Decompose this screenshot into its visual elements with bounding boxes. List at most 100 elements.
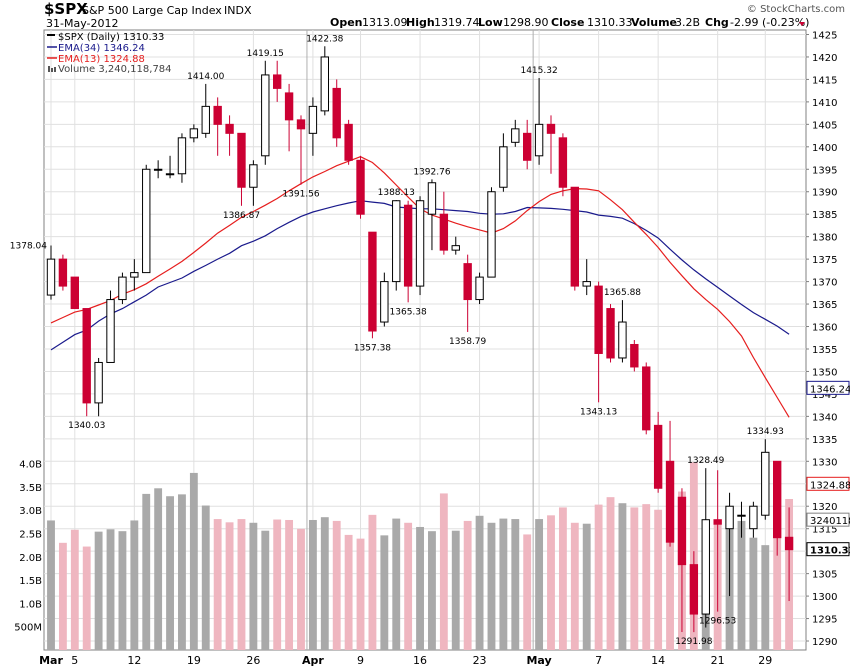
volume-bar xyxy=(273,519,282,650)
candle-body xyxy=(665,460,675,543)
x-tick-label: 14 xyxy=(651,654,665,667)
price-annotation: 1296.53 xyxy=(699,617,736,627)
candle-body xyxy=(94,361,103,404)
volume-bar xyxy=(213,519,222,650)
candle-body xyxy=(356,159,365,215)
volume-tick-label: 1.0B xyxy=(19,599,42,610)
candle-body xyxy=(380,281,389,323)
candle xyxy=(225,115,234,156)
candle-body xyxy=(308,105,318,134)
price-annotation: 1357.38 xyxy=(354,343,391,353)
candle xyxy=(630,340,639,372)
right-tag-volume: 3240118 xyxy=(806,512,850,527)
volume-bar xyxy=(70,529,79,650)
y-tick-label: 1380 xyxy=(812,233,837,244)
candle xyxy=(320,46,330,116)
price-annotation: 1415.32 xyxy=(520,66,557,76)
candle xyxy=(523,119,532,170)
price-annotation: 1422.38 xyxy=(306,34,343,44)
candle-body xyxy=(130,272,139,278)
volume-bar xyxy=(523,534,532,650)
candle-body xyxy=(689,564,699,615)
candle-body xyxy=(737,514,746,517)
x-tick-label: 16 xyxy=(413,654,427,667)
candle-body xyxy=(749,505,758,530)
legend-ema34: EMA(34) 1346.24 xyxy=(58,43,145,54)
volume-bar xyxy=(737,520,746,650)
candle-body xyxy=(558,137,568,188)
volume-bar xyxy=(630,507,639,650)
volume-bar xyxy=(761,545,770,650)
price-annotation: 1391.56 xyxy=(282,190,319,200)
candle-body xyxy=(653,424,663,489)
open-value: 1313.09 xyxy=(362,16,408,29)
legend-price-icon xyxy=(47,34,55,36)
volume-tick-label: 1.5B xyxy=(19,576,42,587)
candle-body xyxy=(713,519,722,525)
right-tag-box xyxy=(806,512,850,527)
volume-bar xyxy=(428,531,436,650)
candle xyxy=(213,97,222,156)
close-label: Close xyxy=(551,16,584,29)
annotations: 1378.04 1340.03 1414.00 1386.87 1419.15 1391.… xyxy=(10,34,784,647)
legend-volume-icon xyxy=(48,66,50,72)
y-tick-label: 1305 xyxy=(812,570,837,581)
close-value: 1310.33 xyxy=(587,16,633,29)
y-tick-label: 1370 xyxy=(812,278,837,289)
low-value: 1298.90 xyxy=(503,16,549,29)
volume-bar xyxy=(606,497,615,650)
volume-bar xyxy=(154,488,163,650)
candle xyxy=(82,308,91,417)
y-tick-label: 1295 xyxy=(812,615,837,626)
price-annotation: 1365.88 xyxy=(604,288,641,298)
candle xyxy=(701,468,710,628)
y-tick-label: 1340 xyxy=(812,412,837,423)
right-tags: 1346.24 1324.88 3240118 1310.33 xyxy=(806,380,850,557)
candle-body xyxy=(332,87,341,139)
candle xyxy=(439,191,449,255)
candle xyxy=(606,304,615,363)
candle xyxy=(153,160,163,179)
candle-body xyxy=(582,281,591,287)
right-tag-ema34: 1346.24 xyxy=(806,380,850,395)
volume-bar xyxy=(47,520,55,650)
volume-bar xyxy=(297,528,305,650)
open-label: Open xyxy=(330,16,363,29)
candle xyxy=(177,133,187,183)
candle-body xyxy=(594,285,603,354)
y-tick-label: 1415 xyxy=(812,75,837,86)
y-tick-label: 1410 xyxy=(812,98,837,109)
x-tick-label: 5 xyxy=(71,654,78,667)
volume-bar xyxy=(142,493,151,650)
candle xyxy=(380,272,389,327)
candle xyxy=(784,507,794,602)
candle xyxy=(534,77,544,165)
price-annotation: 1419.15 xyxy=(247,49,284,59)
candle xyxy=(427,179,437,251)
volume-bar xyxy=(618,503,627,650)
watermark: © StockCharts.com xyxy=(747,4,845,15)
y-tick-label: 1335 xyxy=(812,435,837,446)
volume-bar xyxy=(558,507,567,650)
candle-body xyxy=(142,168,151,274)
candle xyxy=(642,362,651,435)
price-annotation: 1414.00 xyxy=(187,72,224,82)
candle xyxy=(415,196,425,296)
candle-body xyxy=(213,105,222,125)
legend-volume: Volume 3,240,118,784 xyxy=(58,64,172,75)
volume-bar xyxy=(344,534,353,650)
chg-value: -2.99 (-0.23%) xyxy=(730,16,809,29)
volume-axis: 4.0B 3.5B 3.0B 2.5B 2.0B 1.5B 1.0B 500M xyxy=(14,460,42,634)
candle-body xyxy=(427,182,437,215)
candle-body xyxy=(118,276,127,301)
candle xyxy=(308,97,318,156)
price-annotation: 1334.93 xyxy=(747,427,784,437)
legend: $SPX (Daily) 1310.33 EMA(34) 1346.24 EMA… xyxy=(47,32,172,75)
right-tag-box xyxy=(806,542,850,557)
y-tick-label: 1355 xyxy=(812,345,837,356)
candle xyxy=(653,411,663,493)
volume-tick-label: 4.0B xyxy=(19,460,42,471)
y-tick-label: 1420 xyxy=(812,53,837,64)
y-tick-label: 1345 xyxy=(812,390,837,401)
